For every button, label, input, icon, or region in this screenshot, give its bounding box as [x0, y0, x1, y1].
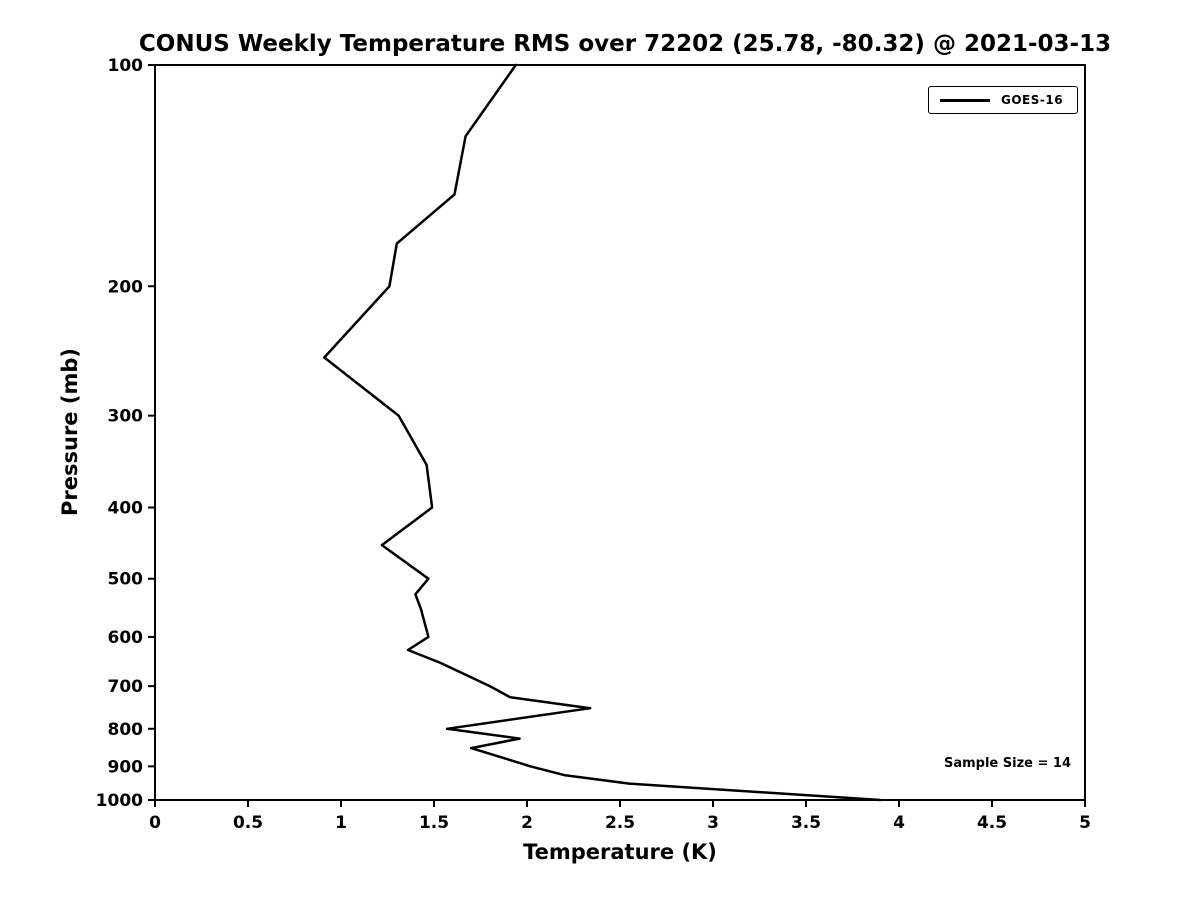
svg-text:900: 900 [108, 757, 144, 777]
svg-text:2: 2 [521, 813, 533, 833]
svg-text:600: 600 [108, 628, 144, 648]
svg-text:100: 100 [108, 56, 144, 76]
svg-text:500: 500 [108, 570, 144, 590]
svg-text:1.5: 1.5 [419, 813, 449, 833]
svg-text:3: 3 [707, 813, 719, 833]
y-axis-label: Pressure (mb) [58, 348, 82, 516]
svg-text:3.5: 3.5 [791, 813, 821, 833]
svg-text:0: 0 [149, 813, 161, 833]
legend-line-sample [940, 99, 990, 102]
sample-size-annotation: Sample Size = 14 [943, 756, 1072, 771]
svg-text:1000: 1000 [96, 791, 143, 811]
svg-text:2.5: 2.5 [605, 813, 635, 833]
svg-text:300: 300 [108, 407, 144, 427]
svg-text:4.5: 4.5 [977, 813, 1007, 833]
svg-text:200: 200 [108, 277, 144, 297]
svg-text:4: 4 [893, 813, 905, 833]
chart-title: CONUS Weekly Temperature RMS over 72202 … [138, 31, 1112, 57]
legend-series-label: GOES-16 [1001, 93, 1064, 107]
svg-text:400: 400 [108, 499, 144, 519]
svg-text:1: 1 [335, 813, 347, 833]
svg-text:0.5: 0.5 [233, 813, 263, 833]
svg-text:800: 800 [108, 720, 144, 740]
svg-text:700: 700 [108, 677, 144, 697]
x-axis-label: Temperature (K) [523, 840, 717, 864]
svg-text:5: 5 [1079, 813, 1091, 833]
legend: GOES-16 [928, 86, 1078, 114]
